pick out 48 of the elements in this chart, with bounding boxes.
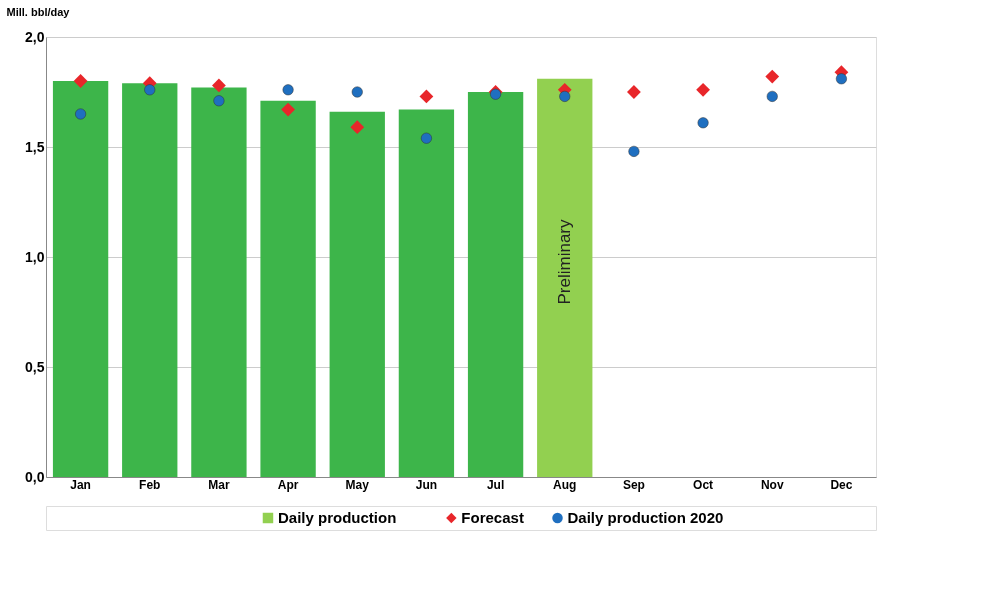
y-tick-label: 0,0 bbox=[25, 468, 45, 485]
bar bbox=[191, 87, 247, 477]
x-tick-label: Mar bbox=[208, 477, 230, 492]
bar bbox=[122, 83, 178, 477]
point bbox=[766, 90, 778, 102]
point bbox=[75, 108, 87, 120]
legend-label: Daily production bbox=[277, 509, 397, 526]
point bbox=[213, 95, 225, 107]
y-tick-label: 1,0 bbox=[25, 248, 45, 265]
point bbox=[628, 145, 640, 157]
bar bbox=[398, 109, 455, 477]
y-tick-label: 0,5 bbox=[25, 358, 45, 375]
point bbox=[282, 84, 294, 96]
x-tick-label: Aug bbox=[553, 477, 577, 492]
point bbox=[419, 89, 434, 104]
point bbox=[144, 84, 156, 96]
point bbox=[696, 82, 710, 97]
y-tick-label: 1,5 bbox=[25, 138, 45, 155]
x-tick-label: May bbox=[345, 477, 370, 492]
legend-label: Daily production 2020 bbox=[567, 509, 724, 526]
bar bbox=[52, 81, 109, 477]
y-tick-label: 2,0 bbox=[25, 28, 45, 45]
legend-label: Forecast bbox=[461, 509, 524, 526]
point bbox=[281, 102, 295, 117]
point bbox=[420, 132, 432, 144]
point bbox=[73, 74, 88, 88]
x-tick-label: Dec bbox=[830, 477, 853, 492]
x-tick-label: Jun bbox=[415, 477, 438, 492]
annotation: Preliminary bbox=[554, 218, 574, 305]
bar bbox=[329, 111, 385, 477]
point bbox=[697, 117, 709, 129]
point bbox=[212, 78, 226, 93]
x-tick-label: Feb bbox=[139, 477, 161, 492]
x-tick-label: Jan bbox=[70, 477, 91, 492]
x-tick-label: Nov bbox=[760, 477, 784, 492]
point bbox=[559, 90, 571, 102]
y-axis-title: Mill. bbl/day bbox=[6, 5, 71, 18]
point bbox=[835, 73, 847, 85]
point bbox=[351, 86, 363, 98]
x-tick-label: Sep bbox=[622, 477, 645, 492]
bar bbox=[260, 100, 316, 477]
x-tick-label: Jul bbox=[486, 477, 505, 492]
point bbox=[765, 69, 780, 84]
bar bbox=[537, 78, 593, 477]
point bbox=[350, 120, 365, 135]
bar bbox=[467, 92, 524, 477]
x-tick-label: Oct bbox=[693, 477, 714, 492]
x-tick-label: Apr bbox=[277, 477, 299, 492]
